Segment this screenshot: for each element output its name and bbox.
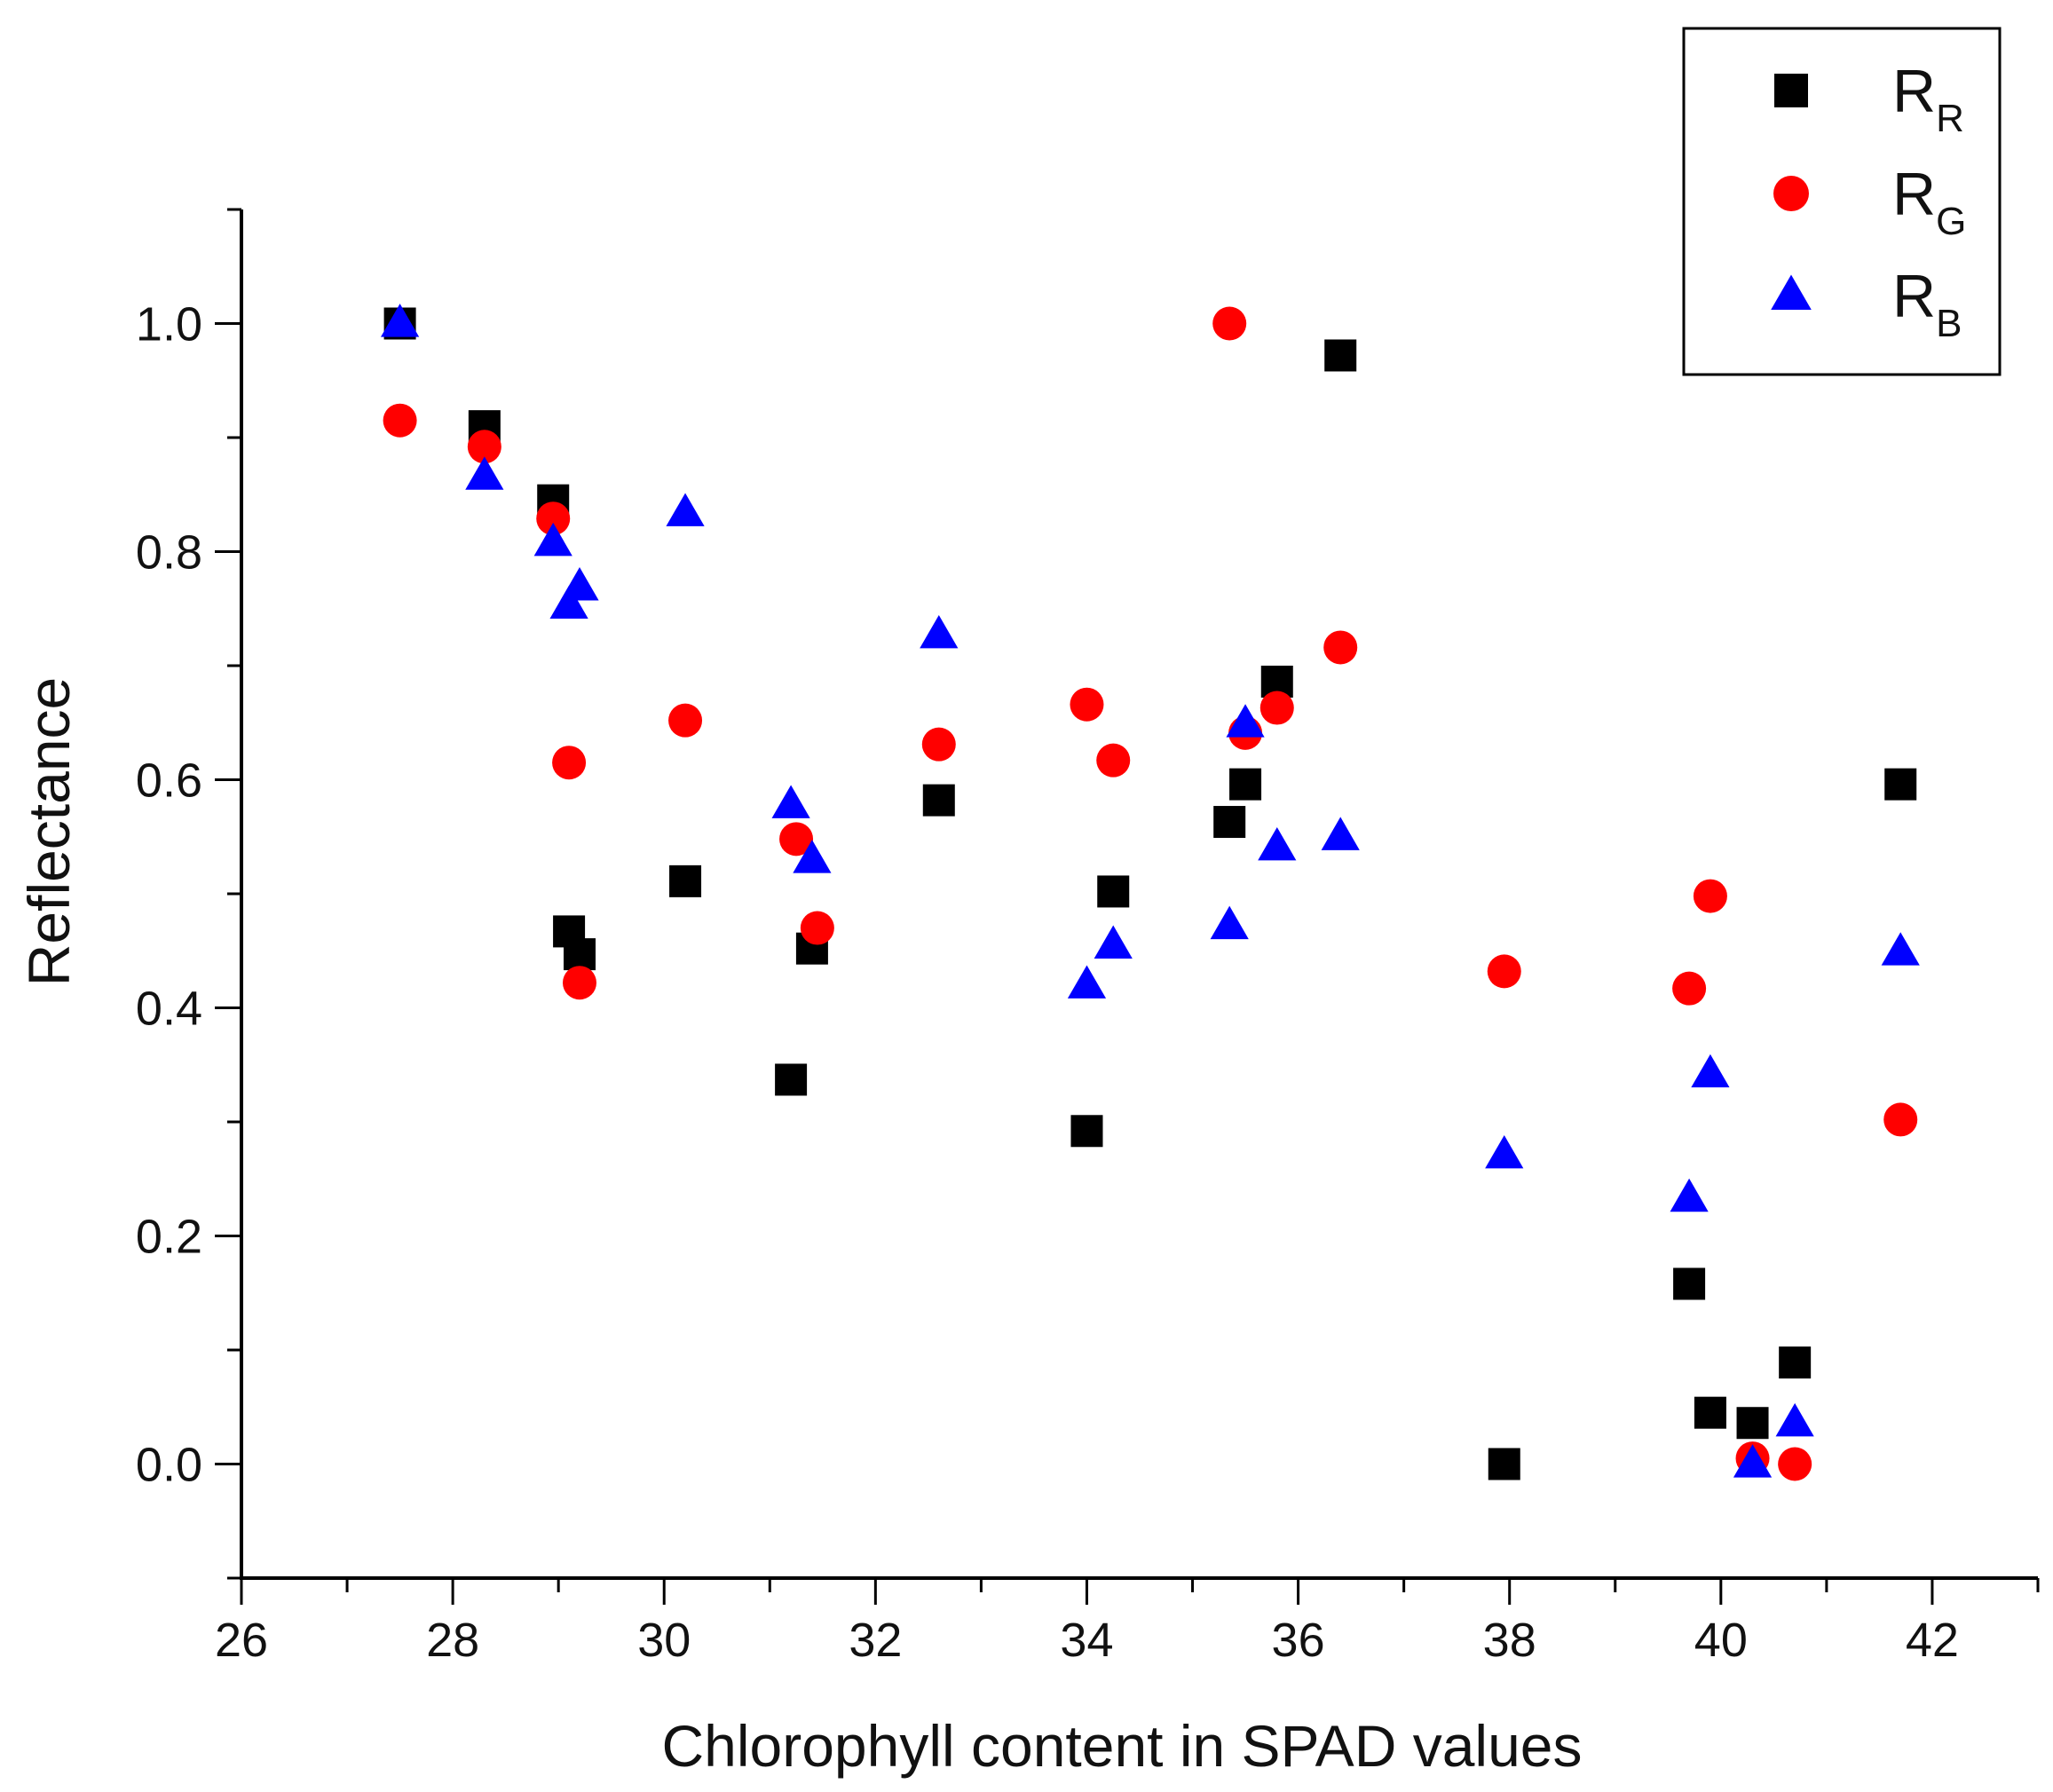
data-point-square	[1229, 768, 1262, 801]
data-point-circle	[921, 727, 956, 762]
data-point-triangle	[1258, 826, 1297, 861]
data-point-circle	[536, 501, 571, 536]
tick-labels: 26 28 30 32 34 36 38 40 42 0.0 0.2 0.4 0.6 0.8 1.0	[136, 298, 1959, 1668]
data-point-circle	[800, 911, 834, 945]
legend-marker-square	[1774, 74, 1808, 107]
data-point-triangle	[1094, 925, 1133, 959]
data-point-triangle	[549, 585, 588, 620]
data-point-circle	[1778, 1447, 1812, 1481]
data-point-square	[1884, 768, 1917, 801]
axes	[240, 209, 2038, 1580]
data-point-circle	[1323, 630, 1358, 665]
data-point-triangle	[771, 785, 810, 818]
data-point-circle	[383, 403, 417, 438]
series-triangle-points	[380, 304, 1920, 1478]
data-point-square	[1694, 1396, 1726, 1429]
data-point-square	[563, 938, 596, 971]
data-point-square	[1213, 806, 1246, 839]
data-point-circle	[1487, 954, 1521, 989]
legend-label-subscript: G	[1936, 200, 1966, 243]
x-tick-label: 34	[1060, 1614, 1113, 1667]
data-point-square	[1673, 1267, 1706, 1300]
data-point-square	[775, 1063, 808, 1096]
data-point-triangle	[1321, 817, 1360, 850]
data-point-square	[669, 864, 702, 897]
data-point-triangle	[793, 840, 832, 873]
series-circle-points	[383, 306, 1918, 1481]
y-tick-label: 0.8	[136, 526, 202, 580]
data-point-circle	[1259, 691, 1294, 725]
data-point-square	[1097, 875, 1130, 908]
data-point-square	[1324, 339, 1357, 372]
data-point-triangle	[1670, 1178, 1709, 1212]
data-point-square	[1779, 1346, 1812, 1379]
x-tick-label: 40	[1694, 1614, 1748, 1667]
data-point-circle	[1693, 879, 1727, 913]
x-tick-label: 30	[637, 1614, 691, 1667]
x-tick-label: 42	[1906, 1614, 1959, 1667]
data-point-circle	[779, 822, 814, 857]
data-point-triangle	[1210, 905, 1249, 940]
data-point-square	[922, 784, 955, 817]
data-point-triangle	[1691, 1054, 1730, 1088]
data-point-triangle	[380, 304, 420, 337]
data-point-triangle	[1881, 932, 1920, 966]
data-point-circle	[1672, 971, 1707, 1006]
data-points	[380, 304, 1920, 1481]
y-tick-label: 0.2	[136, 1211, 202, 1264]
data-point-circle	[552, 746, 587, 780]
data-point-circle	[1070, 687, 1104, 722]
data-point-square	[1070, 1115, 1103, 1148]
data-point-triangle	[1733, 1444, 1773, 1478]
tick-marks	[215, 208, 2040, 1605]
legend-box	[1682, 27, 2002, 376]
data-point-circle	[1212, 306, 1247, 341]
data-point-triangle	[1775, 1402, 1814, 1437]
data-point-square	[1488, 1448, 1520, 1480]
x-tick-label: 36	[1272, 1614, 1325, 1667]
x-axis-title: Chlorophyll content in SPAD values	[662, 1713, 1583, 1779]
data-point-circle	[467, 430, 501, 464]
data-point-triangle	[1485, 1134, 1524, 1169]
data-point-triangle	[920, 614, 959, 649]
data-point-circle	[668, 703, 703, 738]
data-point-circle	[1883, 1102, 1918, 1137]
legend-label-subscript: B	[1936, 302, 1962, 345]
y-tick-label: 0.6	[136, 754, 202, 808]
data-point-triangle	[1067, 965, 1107, 999]
data-point-triangle	[560, 567, 599, 601]
data-point-triangle	[533, 522, 572, 557]
y-tick-label: 1.0	[136, 298, 202, 351]
legend-marker-triangle	[1771, 274, 1812, 310]
legend-marker-circle	[1773, 176, 1809, 211]
y-tick-label: 0.0	[136, 1439, 202, 1492]
y-axis-title: Reflectance	[16, 677, 82, 987]
data-point-triangle	[666, 493, 705, 526]
x-tick-label: 38	[1483, 1614, 1536, 1667]
x-tick-label: 28	[426, 1614, 479, 1667]
data-point-circle	[1096, 743, 1131, 778]
data-point-square	[1736, 1407, 1769, 1440]
y-tick-label: 0.4	[136, 983, 202, 1036]
x-tick-label: 32	[849, 1614, 902, 1667]
legend-label-subscript: R	[1936, 97, 1964, 140]
series-square-points	[383, 307, 1917, 1480]
data-point-circle	[562, 966, 596, 1000]
data-point-triangle	[1226, 704, 1265, 738]
data-point-triangle	[465, 456, 504, 490]
x-tick-label: 26	[215, 1614, 268, 1667]
